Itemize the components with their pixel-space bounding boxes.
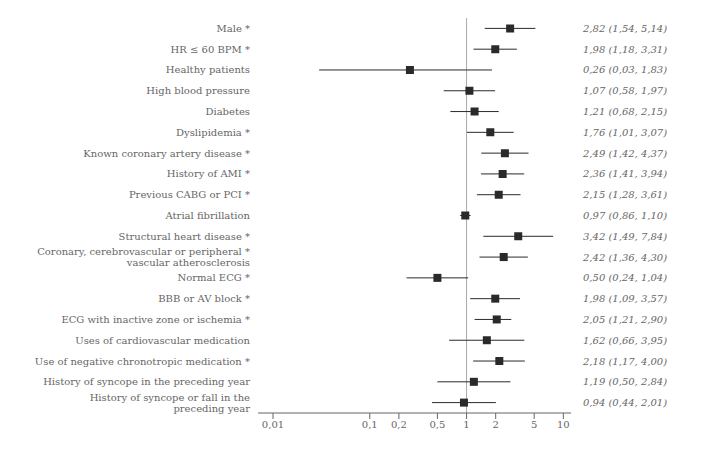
svg-text:Dyslipidemia *: Dyslipidemia * [176,127,250,138]
svg-text:Coronary, cerebrovascular or p: Coronary, cerebrovascular or peripheral … [37,246,250,268]
svg-text:Normal ECG *: Normal ECG * [178,272,251,283]
svg-text:Healthy patients: Healthy patients [166,64,250,75]
svg-text:Known coronary artery disease: Known coronary artery disease * [83,148,250,159]
svg-text:History of syncope in the prec: History of syncope in the preceding year [43,376,250,387]
svg-text:2,05 (1,21, 2,90): 2,05 (1,21, 2,90) [582,314,667,325]
svg-text:0,2: 0,2 [391,419,407,430]
svg-text:2,42 (1,36, 4,30): 2,42 (1,36, 4,30) [582,252,667,263]
svg-text:1,98 (1,18, 3,31): 1,98 (1,18, 3,31) [583,44,667,55]
svg-text:1,21 (0,68, 2,15): 1,21 (0,68, 2,15) [583,106,667,117]
svg-text:1,07 (0,58, 1,97): 1,07 (0,58, 1,97) [583,85,667,96]
svg-text:BBB or AV block *: BBB or AV block * [158,293,250,304]
svg-text:HR ≤ 60 BPM *: HR ≤ 60 BPM * [171,44,250,55]
svg-text:5: 5 [531,419,537,430]
svg-text:1,98 (1,09, 3,57): 1,98 (1,09, 3,57) [583,293,667,304]
svg-text:2,36 (1,41, 3,94): 2,36 (1,41, 3,94) [582,168,667,179]
svg-text:0,94 (0,44, 2,01): 0,94 (0,44, 2,01) [583,397,667,408]
svg-text:0,97 (0,86, 1,10): 0,97 (0,86, 1,10) [583,210,667,221]
svg-text:1,62 (0,66, 3,95): 1,62 (0,66, 3,95) [583,335,667,346]
svg-text:Male *: Male * [217,23,251,34]
svg-text:1,76 (1,01, 3,07): 1,76 (1,01, 3,07) [583,127,667,138]
svg-text:High blood pressure: High blood pressure [146,85,250,96]
svg-text:0,01: 0,01 [262,419,284,430]
svg-text:History of syncope or fall in: History of syncope or fall in theprecedi… [90,392,251,414]
svg-text:ECG with inactive zone or isch: ECG with inactive zone or ischemia * [61,314,250,325]
svg-text:2,49 (1,42, 4,37): 2,49 (1,42, 4,37) [582,148,667,159]
svg-text:2,82 (1,54, 5,14): 2,82 (1,54, 5,14) [582,23,667,34]
svg-text:Diabetes: Diabetes [205,106,250,117]
svg-text:10: 10 [557,419,570,430]
svg-text:Atrial fibrillation: Atrial fibrillation [165,210,251,221]
svg-text:0,1: 0,1 [362,419,378,430]
svg-text:3,42 (1,49, 7,84): 3,42 (1,49, 7,84) [583,231,667,242]
svg-text:0,50 (0,24, 1,04): 0,50 (0,24, 1,04) [583,272,667,283]
svg-text:Use of negative chronotropic m: Use of negative chronotropic medication … [35,356,250,367]
svg-text:History of AMI *: History of AMI * [167,168,250,179]
svg-text:2,18 (1,17, 4,00): 2,18 (1,17, 4,00) [582,356,667,367]
svg-text:Uses of cardiovascular medicat: Uses of cardiovascular medication [75,335,250,346]
svg-text:0,5: 0,5 [429,419,445,430]
svg-text:Structural heart disease *: Structural heart disease * [119,231,250,242]
svg-text:2: 2 [493,419,499,430]
svg-text:1: 1 [463,419,469,430]
svg-text:0,26 (0,03, 1,83): 0,26 (0,03, 1,83) [583,64,667,75]
svg-text:2,15 (1,28, 3,61): 2,15 (1,28, 3,61) [582,189,667,200]
svg-text:Previous CABG or PCI *: Previous CABG or PCI * [129,189,250,200]
svg-text:1,19 (0,50, 2,84): 1,19 (0,50, 2,84) [583,376,667,387]
